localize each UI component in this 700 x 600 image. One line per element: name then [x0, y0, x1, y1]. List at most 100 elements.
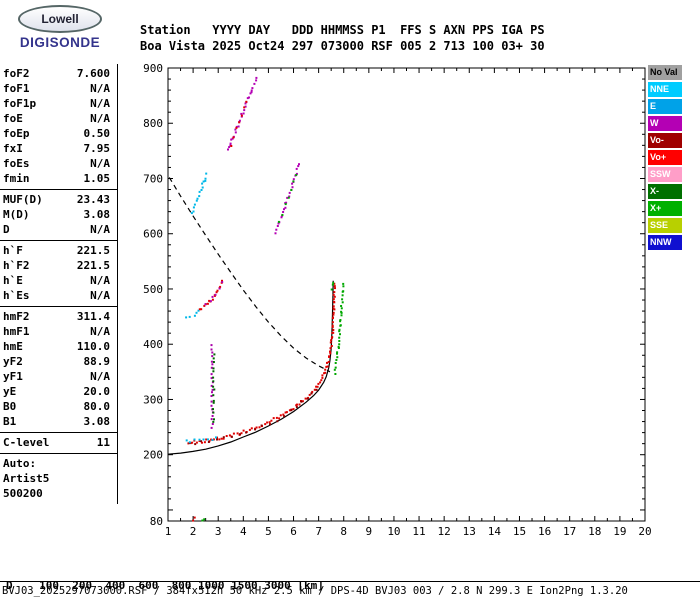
parameter-group: C-level 11 [0, 433, 117, 454]
svg-text:20: 20 [638, 525, 651, 538]
param-label: yE [3, 385, 17, 398]
param-label: h`E [3, 274, 23, 287]
svg-text:5: 5 [265, 525, 272, 538]
autoscaling-info: Auto: Artist5 500200 [0, 454, 117, 504]
param-foep: foEp 0.50 [0, 126, 117, 141]
svg-text:700: 700 [143, 173, 163, 186]
param-label: h`F [3, 244, 23, 257]
param-ye: yE 20.0 [0, 384, 117, 399]
legend-vo+: Vo+ [648, 150, 682, 165]
parameter-group: foF2 7.600 foF1 N/A foF1p N/A foE N/A foEp 0.50 fx… [0, 64, 117, 190]
trace-interference-column-x [212, 353, 216, 423]
param-value: N/A [90, 223, 110, 236]
parameter-group: hmF2 311.4 hmF1 N/A hmE 110.0 yF2 88.9 yF1 N/A yE 2… [0, 307, 117, 433]
param-value: 311.4 [76, 310, 110, 323]
param-md: M(D) 3.08 [0, 207, 117, 222]
param-foes: foEs N/A [0, 156, 117, 171]
param-mufd: MUF(D) 23.43 [0, 192, 117, 207]
legend-ssw: SSW [648, 167, 682, 182]
trace-f-trace-x-top [330, 281, 335, 291]
param-hf: h`F 221.5 [0, 243, 117, 258]
trace-f-trace-x [333, 282, 345, 375]
legend-noval: No Val [648, 65, 682, 80]
parameter-panel: foF2 7.600 foF1 N/A foF1p N/A foE N/A foEp 0.50 fx… [0, 64, 118, 504]
ionogram-plot: 1 2 3 4 5 6 7 8 9 10 11 12 13 14 15 16 17 18 19 20802003004… [143, 62, 652, 538]
param-label: h`F2 [3, 259, 30, 272]
autoscaling-text: Auto: [3, 457, 37, 470]
param-label: foEp [3, 127, 30, 140]
svg-text:19: 19 [613, 525, 626, 538]
svg-text:6: 6 [290, 525, 297, 538]
svg-text:7: 7 [315, 525, 322, 538]
trace-f-trace-e-edge [185, 436, 217, 444]
legend-sse: SSE [648, 218, 682, 233]
param-fof1p: foF1p N/A [0, 96, 117, 111]
svg-text:9: 9 [366, 525, 373, 538]
param-label: yF1 [3, 370, 23, 383]
param-label: hmF1 [3, 325, 30, 338]
header-line1: Station YYYY DAY DDD HHMMSS P1 FFS S AXN… [140, 23, 545, 37]
trace-second-hop-e [185, 309, 200, 319]
svg-text:400: 400 [143, 338, 163, 351]
param-value: 110.0 [76, 340, 110, 353]
param-label: hmE [3, 340, 23, 353]
param-label: fmin [3, 172, 30, 185]
trace-spread-o-upper [230, 100, 248, 147]
plot-frame [167, 67, 646, 522]
svg-text:12: 12 [438, 525, 451, 538]
trace-third-hop-e [190, 172, 208, 215]
param-value: 221.5 [76, 259, 110, 272]
svg-text:10: 10 [387, 525, 400, 538]
svg-text:8: 8 [340, 525, 347, 538]
param-value: 1.05 [83, 172, 111, 185]
param-value: 80.0 [83, 400, 111, 413]
param-b0: B0 80.0 [0, 399, 117, 414]
param-label: MUF(D) [3, 193, 43, 206]
trace-spread-w-upper [227, 76, 258, 151]
lowell-logo: Lowell DIGISONDE [4, 5, 116, 50]
param-fmin: fmin 1.05 [0, 171, 117, 186]
param-value: 7.95 [83, 142, 111, 155]
legend-e: E [648, 99, 682, 114]
autoscaling-text: Artist5 [3, 472, 50, 485]
svg-text:1: 1 [165, 525, 172, 538]
param-label: hmF2 [3, 310, 30, 323]
param-hes: h`Es N/A [0, 288, 117, 303]
svg-text:2: 2 [190, 525, 197, 538]
param-label: B1 [3, 415, 17, 428]
param-label: foEs [3, 157, 30, 170]
doppler-legend: No Val NNE E W Vo- Vo+ SSW X- X+ SSE NNW [648, 65, 682, 252]
svg-text:14: 14 [488, 525, 502, 538]
footer-divider [0, 581, 700, 582]
svg-text:900: 900 [143, 62, 163, 75]
trace-f-trace-o-vo+ [187, 282, 336, 445]
param-hmf1: hmF1 N/A [0, 324, 117, 339]
svg-text:17: 17 [563, 525, 576, 538]
param-label: h`Es [3, 289, 30, 302]
param-label: foF1p [3, 97, 37, 110]
param-label: M(D) [3, 208, 30, 221]
param-clevel: C-level 11 [0, 435, 117, 450]
trace-second-hop-o [198, 279, 223, 311]
svg-text:80: 80 [150, 515, 163, 528]
legend-x-: X- [648, 184, 682, 199]
legend-x+: X+ [648, 201, 682, 216]
param-d: D N/A [0, 222, 117, 237]
param-value: 20.0 [83, 385, 111, 398]
param-value: 3.08 [83, 415, 111, 428]
svg-text:500: 500 [143, 283, 163, 296]
header-line2: Boa Vista 2025 Oct24 297 073000 RSF 005 … [140, 39, 545, 53]
status-bar: BVJ03_2025297073000.RSF / 384fx512h 50 k… [2, 585, 628, 597]
param-yf2: yF2 88.9 [0, 354, 117, 369]
param-label: yF2 [3, 355, 23, 368]
autoscaling-row: 500200 [0, 486, 117, 501]
param-value: N/A [90, 82, 110, 95]
param-hme: hmE 110.0 [0, 339, 117, 354]
param-fxi: fxI 7.95 [0, 141, 117, 156]
param-hmf2: hmF2 311.4 [0, 309, 117, 324]
param-yf1: yF1 N/A [0, 369, 117, 384]
trace-spread-x-mid [277, 174, 298, 223]
svg-text:600: 600 [143, 228, 163, 241]
param-value: N/A [90, 289, 110, 302]
param-b1: B1 3.08 [0, 414, 117, 429]
